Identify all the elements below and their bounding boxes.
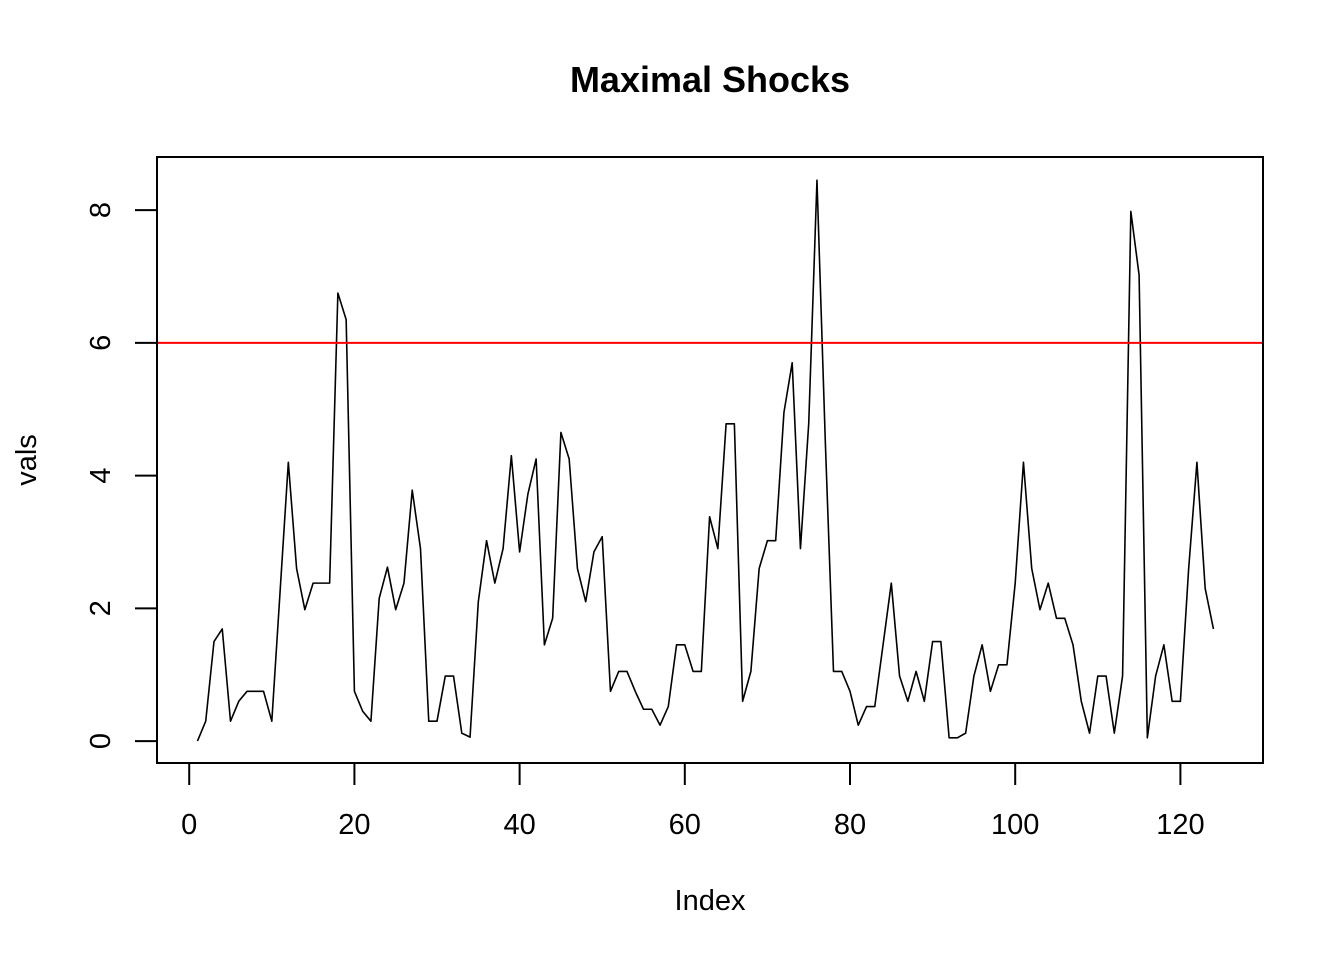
y-tick-label: 6 — [85, 335, 117, 351]
y-axis: 0 2 4 6 8 — [85, 202, 158, 749]
y-tick-label: 8 — [85, 202, 117, 218]
x-tick-label: 40 — [503, 809, 535, 841]
x-tick-label: 20 — [338, 809, 370, 841]
x-tick-label: 120 — [1156, 809, 1204, 841]
x-tick-label: 100 — [991, 809, 1039, 841]
x-tick-label: 0 — [181, 809, 197, 841]
chart-title: Maximal Shocks — [570, 59, 850, 100]
x-axis-label: Index — [675, 885, 746, 917]
x-tick-label: 60 — [669, 809, 701, 841]
y-axis-label: vals — [11, 434, 43, 486]
plot-frame — [156, 156, 1264, 764]
y-tick-label: 0 — [85, 733, 117, 749]
y-tick-label: 2 — [85, 600, 117, 616]
y-tick-label: 4 — [85, 468, 117, 484]
series-line — [196, 179, 1215, 742]
x-tick-label: 80 — [834, 809, 866, 841]
x-axis: 0 20 40 60 80 100 120 — [181, 762, 1205, 841]
